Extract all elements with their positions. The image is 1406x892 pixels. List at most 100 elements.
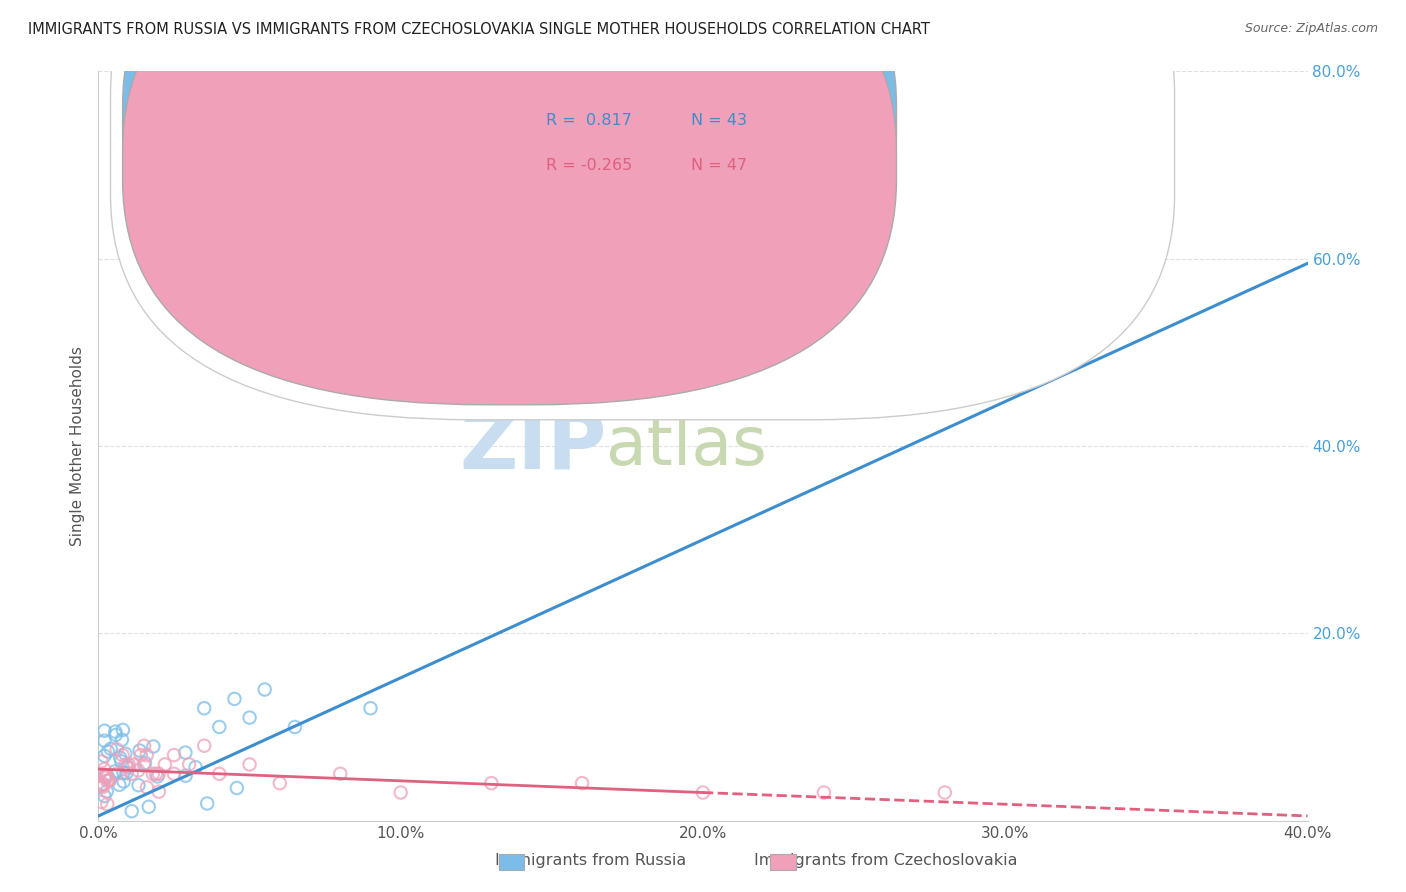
Point — [90, 755, 112, 769]
Text: N = 43: N = 43 — [690, 112, 747, 128]
Point — [934, 219, 956, 233]
FancyBboxPatch shape — [122, 0, 897, 359]
Point — [128, 778, 150, 792]
Point — [284, 720, 307, 734]
Text: IMMIGRANTS FROM RUSSIA VS IMMIGRANTS FROM CZECHOSLOVAKIA SINGLE MOTHER HOUSEHOLD: IMMIGRANTS FROM RUSSIA VS IMMIGRANTS FRO… — [28, 22, 929, 37]
Point — [100, 741, 122, 756]
Point — [163, 767, 186, 781]
Point — [97, 744, 120, 758]
Point — [93, 733, 115, 747]
Text: R = -0.265: R = -0.265 — [546, 158, 633, 172]
Point — [132, 757, 155, 772]
Point — [91, 777, 114, 791]
Point — [104, 764, 127, 779]
Point — [90, 778, 112, 792]
Point — [96, 768, 118, 782]
Point — [96, 797, 118, 811]
Point — [239, 710, 262, 724]
Point — [93, 723, 115, 738]
Point — [108, 778, 131, 792]
Point — [105, 767, 128, 781]
Point — [132, 739, 155, 753]
FancyBboxPatch shape — [122, 0, 897, 405]
Point — [813, 786, 835, 800]
Point — [225, 780, 247, 795]
Point — [142, 739, 165, 754]
Point — [104, 728, 127, 742]
Text: Immigrants from Czechoslovakia: Immigrants from Czechoslovakia — [754, 854, 1018, 868]
Point — [112, 774, 135, 789]
Point — [96, 773, 118, 788]
Point — [193, 739, 215, 753]
Point — [118, 757, 141, 772]
Point — [389, 786, 412, 800]
Point — [114, 747, 136, 761]
FancyBboxPatch shape — [111, 0, 1174, 420]
Point — [239, 757, 262, 772]
Point — [571, 776, 593, 790]
Point — [253, 682, 276, 697]
Point — [208, 767, 231, 781]
Point — [93, 769, 115, 783]
Point — [174, 769, 197, 783]
Point — [138, 799, 160, 814]
Point — [184, 760, 207, 774]
Point — [94, 769, 117, 783]
Text: Source: ZipAtlas.com: Source: ZipAtlas.com — [1244, 22, 1378, 36]
Point — [145, 767, 167, 781]
Point — [105, 742, 128, 756]
Point — [148, 785, 170, 799]
Point — [93, 789, 115, 803]
Point — [163, 747, 186, 762]
Point — [96, 784, 118, 798]
Point — [142, 767, 165, 781]
Point — [98, 773, 121, 788]
Point — [117, 760, 139, 774]
Point — [90, 795, 112, 809]
Text: N = 47: N = 47 — [690, 158, 747, 172]
Point — [93, 762, 115, 776]
Point — [111, 747, 134, 762]
Point — [195, 797, 218, 811]
Point — [127, 764, 149, 778]
Point — [110, 754, 132, 768]
Point — [128, 744, 150, 758]
Point — [481, 776, 503, 790]
Point — [91, 780, 114, 794]
Point — [96, 771, 118, 785]
Point — [148, 767, 170, 781]
Point — [93, 748, 115, 763]
Point — [134, 756, 156, 770]
Point — [90, 779, 112, 793]
Point — [115, 766, 138, 780]
Point — [93, 778, 115, 792]
Point — [136, 780, 159, 795]
Point — [179, 757, 201, 772]
Point — [135, 747, 157, 762]
Text: ZIP: ZIP — [458, 407, 606, 485]
Text: Immigrants from Russia: Immigrants from Russia — [495, 854, 686, 868]
Point — [934, 786, 956, 800]
Point — [129, 747, 152, 762]
Point — [104, 724, 127, 739]
Point — [269, 776, 291, 790]
Point — [112, 765, 135, 780]
Point — [193, 701, 215, 715]
Point — [118, 761, 141, 775]
Point — [329, 767, 352, 781]
Point — [98, 773, 121, 788]
Point — [114, 757, 136, 772]
Y-axis label: Single Mother Households: Single Mother Households — [69, 346, 84, 546]
Point — [153, 757, 176, 772]
Point — [208, 720, 231, 734]
Text: R =  0.817: R = 0.817 — [546, 112, 631, 128]
Point — [110, 751, 132, 765]
Point — [111, 723, 134, 737]
Point — [224, 692, 246, 706]
Point — [121, 767, 143, 781]
Point — [692, 786, 714, 800]
Text: atlas: atlas — [606, 413, 768, 479]
Point — [146, 769, 169, 783]
Point — [360, 701, 382, 715]
Point — [111, 732, 134, 747]
